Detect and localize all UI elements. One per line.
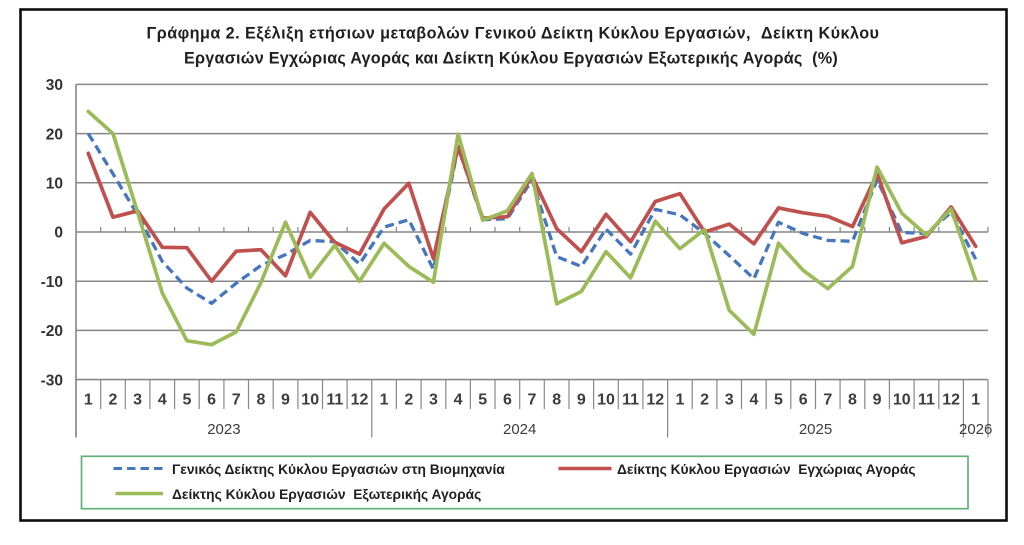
svg-text:8: 8 <box>552 392 561 409</box>
svg-text:2: 2 <box>700 392 709 409</box>
svg-text:11: 11 <box>918 392 935 409</box>
svg-text:2023: 2023 <box>207 421 240 438</box>
svg-text:Δείκτης Κύκλου Εργασιών Εγχώρ: Δείκτης Κύκλου Εργασιών Εγχώριας Αγοράς <box>617 462 916 477</box>
svg-text:5: 5 <box>182 392 191 409</box>
svg-text:4: 4 <box>749 392 758 409</box>
svg-text:2: 2 <box>404 392 413 409</box>
svg-text:12: 12 <box>351 392 369 409</box>
svg-text:10: 10 <box>46 176 63 193</box>
svg-text:7: 7 <box>823 392 832 409</box>
svg-text:5: 5 <box>478 392 487 409</box>
svg-text:7: 7 <box>232 392 241 409</box>
svg-text:1: 1 <box>380 392 389 409</box>
svg-text:Δείκτης Κύκλου Εργασιών Εξωτε: Δείκτης Κύκλου Εργασιών Εξωτερικής Αγορά… <box>172 487 481 502</box>
svg-text:0: 0 <box>54 225 63 242</box>
svg-text:11: 11 <box>622 392 639 409</box>
svg-text:9: 9 <box>873 392 882 409</box>
svg-text:8: 8 <box>256 392 265 409</box>
svg-text:12: 12 <box>942 392 960 409</box>
svg-text:6: 6 <box>503 392 512 409</box>
svg-text:7: 7 <box>528 392 537 409</box>
svg-text:10: 10 <box>301 392 319 409</box>
svg-text:3: 3 <box>725 392 734 409</box>
svg-text:Γενικός Δείκτης Κύκλου Εργασιώ: Γενικός Δείκτης Κύκλου Εργασιών στη Βιομ… <box>172 462 505 477</box>
svg-text:2: 2 <box>109 392 118 409</box>
svg-text:-10: -10 <box>41 274 63 291</box>
svg-text:10: 10 <box>893 392 911 409</box>
svg-text:4: 4 <box>454 392 463 409</box>
svg-text:2024: 2024 <box>503 421 536 438</box>
svg-text:Εργασιών Εγχώριας Αγοράς και Δ: Εργασιών Εγχώριας Αγοράς και Δείκτη Κύκλ… <box>184 50 838 68</box>
svg-text:9: 9 <box>577 392 586 409</box>
svg-text:6: 6 <box>207 392 216 409</box>
svg-text:11: 11 <box>326 392 343 409</box>
svg-text:20: 20 <box>46 126 63 143</box>
svg-text:2025: 2025 <box>799 421 832 438</box>
svg-text:3: 3 <box>429 392 438 409</box>
svg-text:8: 8 <box>848 392 857 409</box>
svg-text:-30: -30 <box>41 372 63 389</box>
svg-text:9: 9 <box>281 392 290 409</box>
svg-text:6: 6 <box>799 392 808 409</box>
svg-text:5: 5 <box>774 392 783 409</box>
svg-text:1: 1 <box>971 392 980 409</box>
svg-text:4: 4 <box>158 392 167 409</box>
svg-text:3: 3 <box>133 392 142 409</box>
svg-text:12: 12 <box>646 392 664 409</box>
svg-text:1: 1 <box>84 392 93 409</box>
svg-text:Γράφημα 2. Εξέλιξη ετήσιων μετ: Γράφημα 2. Εξέλιξη ετήσιων μεταβολών Γεν… <box>147 25 880 43</box>
svg-text:2026: 2026 <box>959 421 992 438</box>
svg-text:10: 10 <box>597 392 615 409</box>
svg-text:30: 30 <box>46 77 63 94</box>
svg-text:-20: -20 <box>41 323 63 340</box>
svg-text:1: 1 <box>675 392 684 409</box>
